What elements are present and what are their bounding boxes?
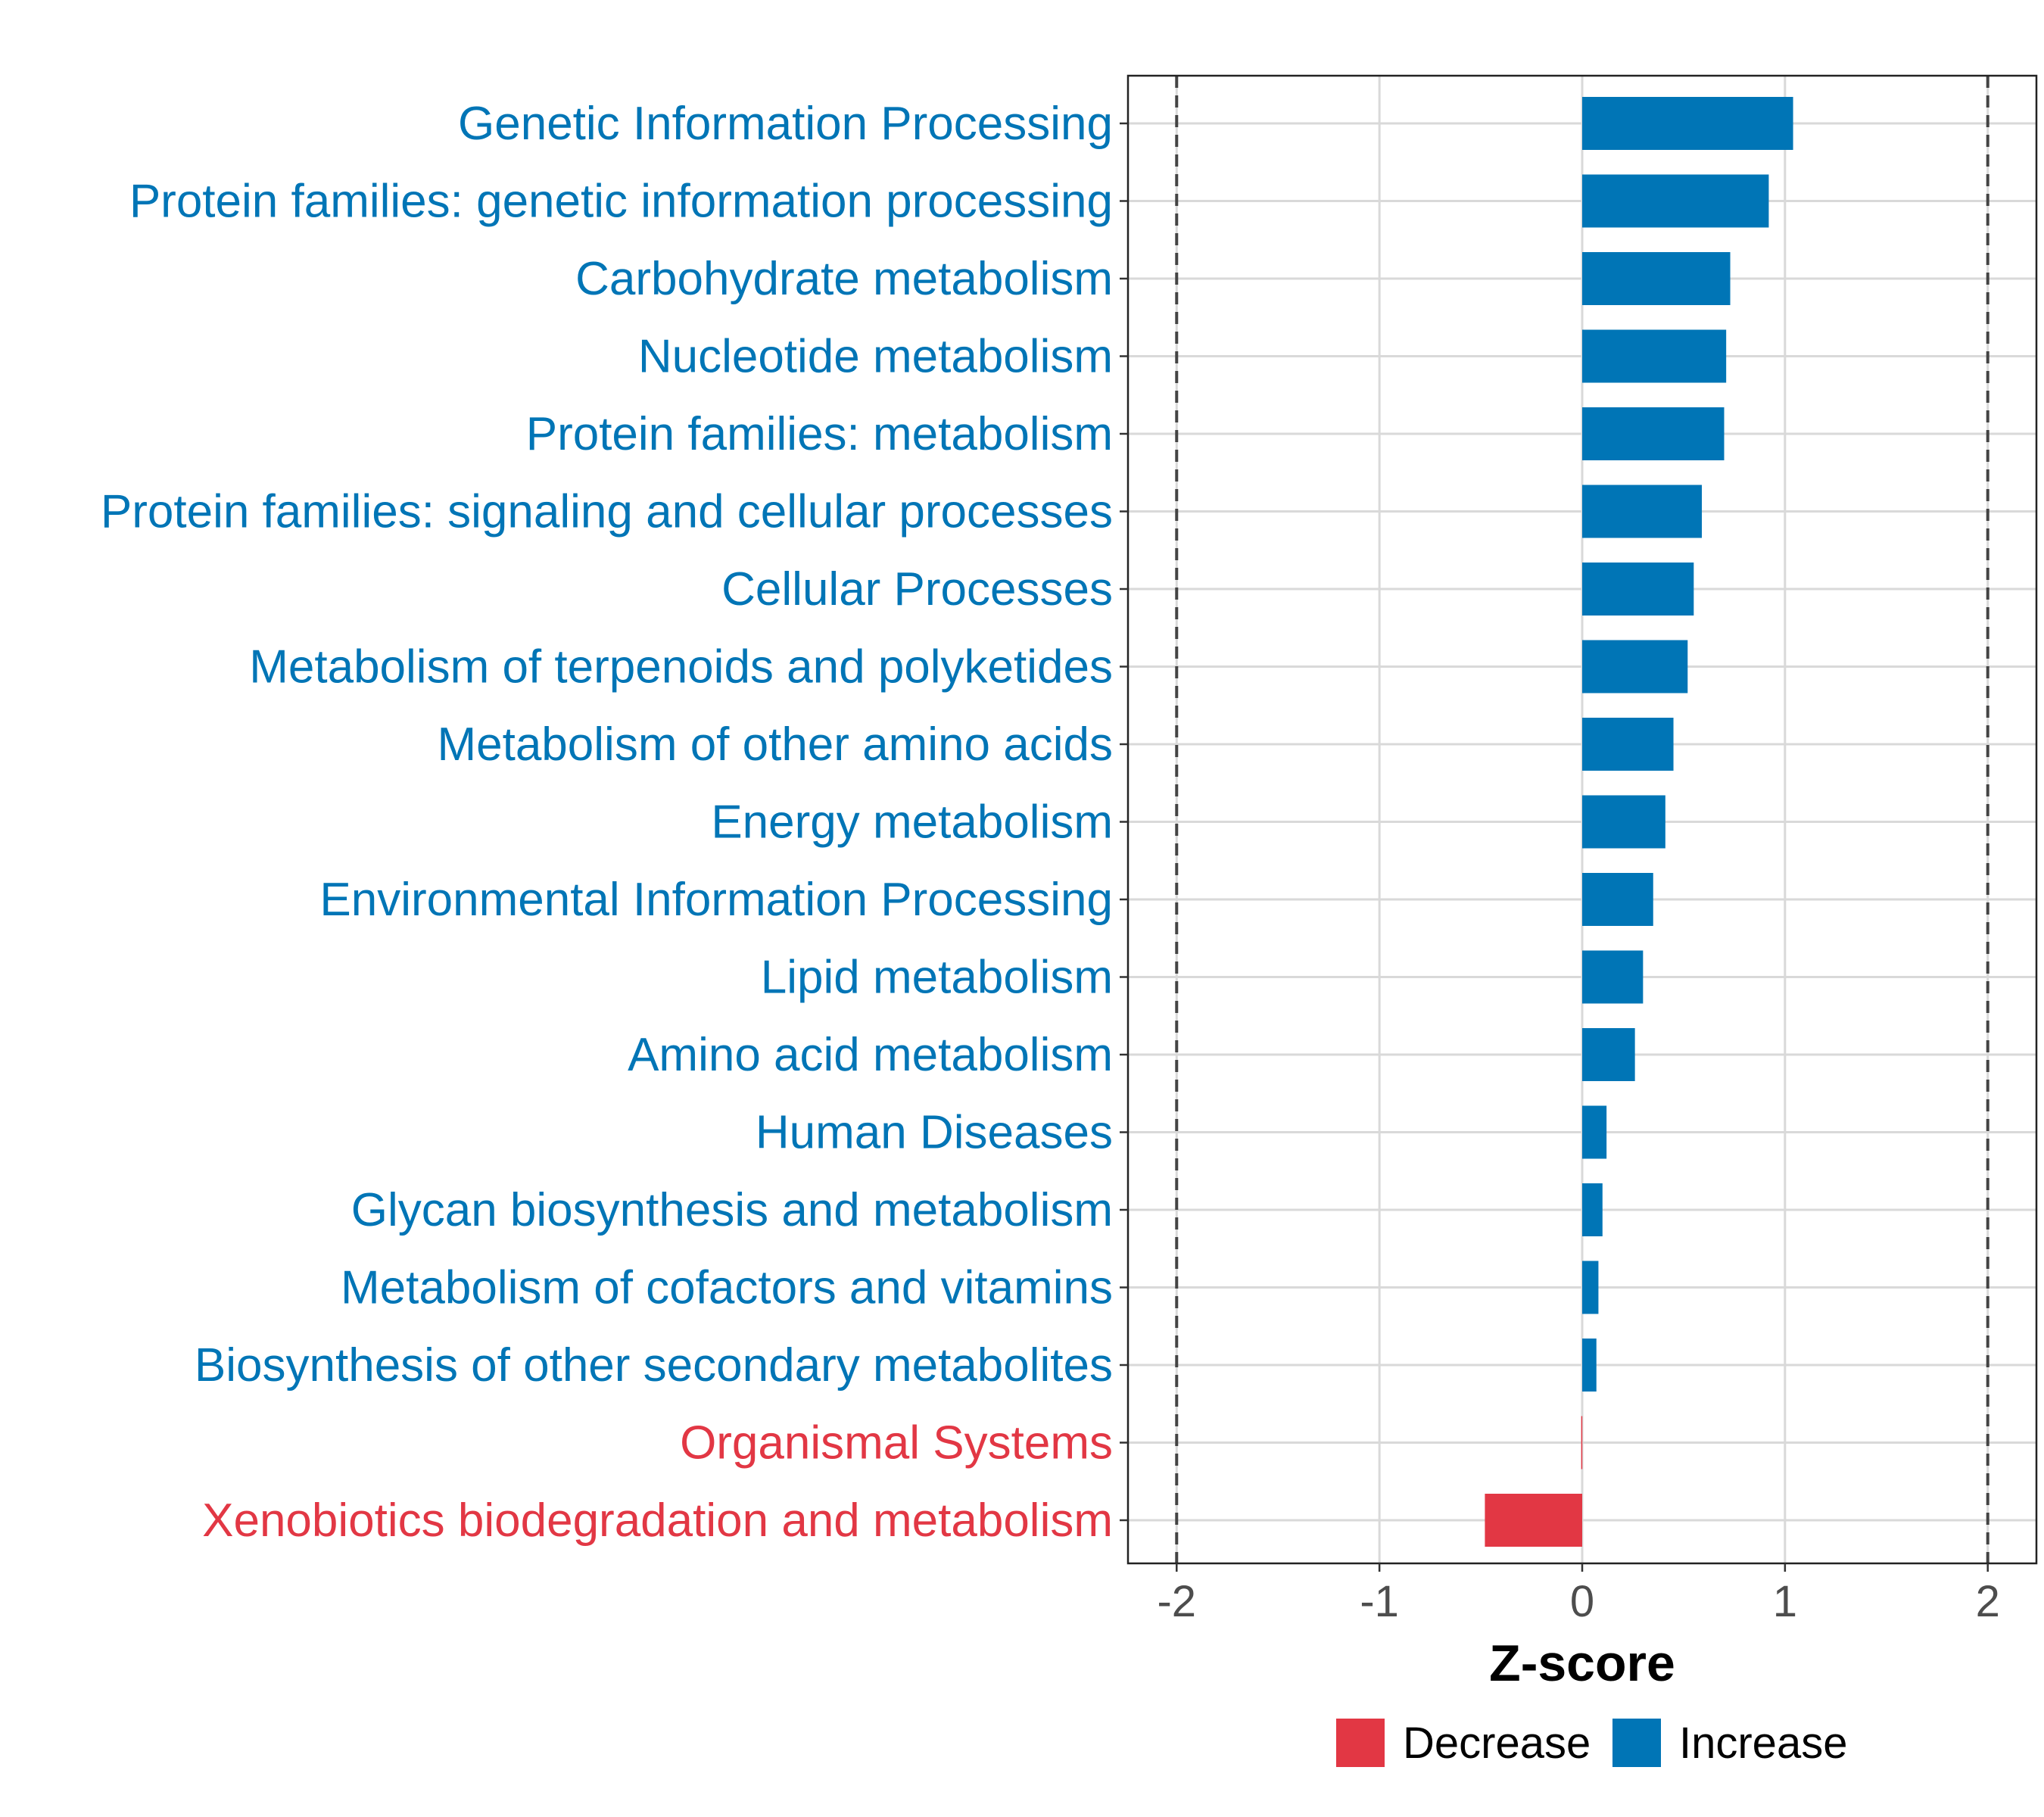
category-label: Environmental Information Processing (319, 874, 1113, 926)
x-tick-label: 1 (1773, 1577, 1797, 1626)
legend: Decrease Increase (1336, 1719, 1847, 1768)
reference-lines (1175, 76, 1989, 1563)
x-tick-label: -1 (1360, 1577, 1399, 1626)
category-label: Protein families: signaling and cellular… (101, 486, 1113, 538)
bar (1582, 174, 1769, 228)
category-label: Genetic Information Processing (458, 98, 1113, 150)
x-tick-label: 2 (1976, 1577, 2000, 1626)
category-label: Nucleotide metabolism (638, 331, 1113, 383)
category-label: Amino acid metabolism (628, 1029, 1113, 1081)
bar (1582, 1339, 1597, 1392)
bar (1582, 1261, 1599, 1314)
category-label: Protein families: metabolism (526, 408, 1113, 460)
category-label: Organismal Systems (680, 1417, 1113, 1469)
x-tick-label: 0 (1570, 1577, 1594, 1626)
bar (1582, 97, 1793, 150)
category-label: Lipid metabolism (761, 952, 1113, 1004)
x-axis-title: Z-score (1489, 1635, 1675, 1692)
bar (1582, 795, 1665, 849)
category-label: Xenobiotics biodegradation and metabolis… (202, 1494, 1113, 1547)
bar (1582, 485, 1703, 538)
category-label: Glycan biosynthesis and metabolism (351, 1184, 1113, 1236)
category-label: Metabolism of cofactors and vitamins (341, 1262, 1113, 1314)
bar (1582, 329, 1727, 383)
bars-group (1485, 97, 1793, 1547)
x-axis: -2 -1 0 1 2 (1157, 1563, 2000, 1626)
legend-label: Increase (1679, 1719, 1847, 1768)
category-label: Metabolism of terpenoids and polyketides (249, 641, 1113, 693)
bar (1582, 407, 1725, 460)
bar (1582, 950, 1644, 1004)
x-tick-label: -2 (1157, 1577, 1196, 1626)
bar (1582, 563, 1694, 616)
category-label: Cellular Processes (721, 563, 1113, 616)
category-label: Biosynthesis of other secondary metaboli… (195, 1339, 1113, 1392)
category-labels: Genetic Information Processing Protein fa… (101, 98, 1128, 1547)
bar (1582, 873, 1653, 926)
category-label: Human Diseases (756, 1107, 1113, 1159)
bar (1582, 1028, 1635, 1081)
legend-label: Decrease (1403, 1719, 1591, 1768)
category-label: Metabolism of other amino acids (437, 718, 1113, 771)
bar (1582, 1183, 1603, 1236)
category-label: Protein families: genetic information pr… (129, 176, 1113, 228)
legend-swatch (1612, 1719, 1661, 1767)
bar (1485, 1494, 1582, 1547)
bar (1581, 1416, 1583, 1469)
bar (1582, 718, 1674, 771)
bar (1582, 252, 1731, 305)
category-label: Energy metabolism (711, 796, 1113, 849)
legend-swatch (1336, 1719, 1385, 1767)
category-label: Carbohydrate metabolism (575, 253, 1113, 305)
bar (1582, 1105, 1607, 1159)
bar (1582, 640, 1688, 693)
